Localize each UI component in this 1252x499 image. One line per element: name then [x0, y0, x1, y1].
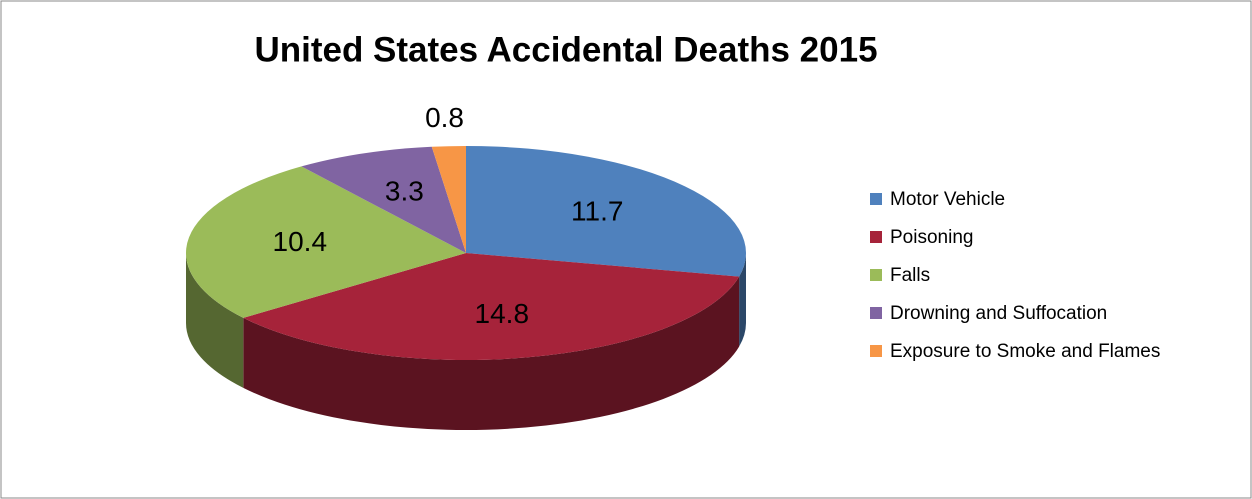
pie-slice [431, 146, 466, 253]
legend-swatch [870, 345, 882, 357]
legend-label: Motor Vehicle [890, 189, 1005, 210]
data-label: 3.3 [385, 176, 424, 207]
pie-side [186, 253, 244, 388]
data-label: 0.8 [425, 102, 464, 133]
legend-swatch [870, 231, 882, 243]
pie-slice [243, 253, 740, 360]
legend-label: Poisoning [890, 227, 973, 248]
pie-slice [466, 146, 746, 277]
pie-side [243, 276, 740, 430]
legend-swatch [870, 269, 882, 281]
legend-label: Falls [890, 265, 930, 286]
pie-slice [186, 166, 466, 318]
data-label: 14.8 [475, 298, 530, 329]
chart-title: United States Accidental Deaths 2015 [254, 30, 877, 69]
legend-swatch [870, 193, 882, 205]
pie-slice [301, 146, 466, 253]
pie-side [739, 253, 746, 347]
data-label: 11.7 [571, 195, 623, 226]
legend-label: Exposure to Smoke and Flames [890, 341, 1160, 362]
legend-label: Drowning and Suffocation [890, 303, 1107, 324]
data-label: 10.4 [273, 226, 328, 257]
legend-swatch [870, 307, 882, 319]
